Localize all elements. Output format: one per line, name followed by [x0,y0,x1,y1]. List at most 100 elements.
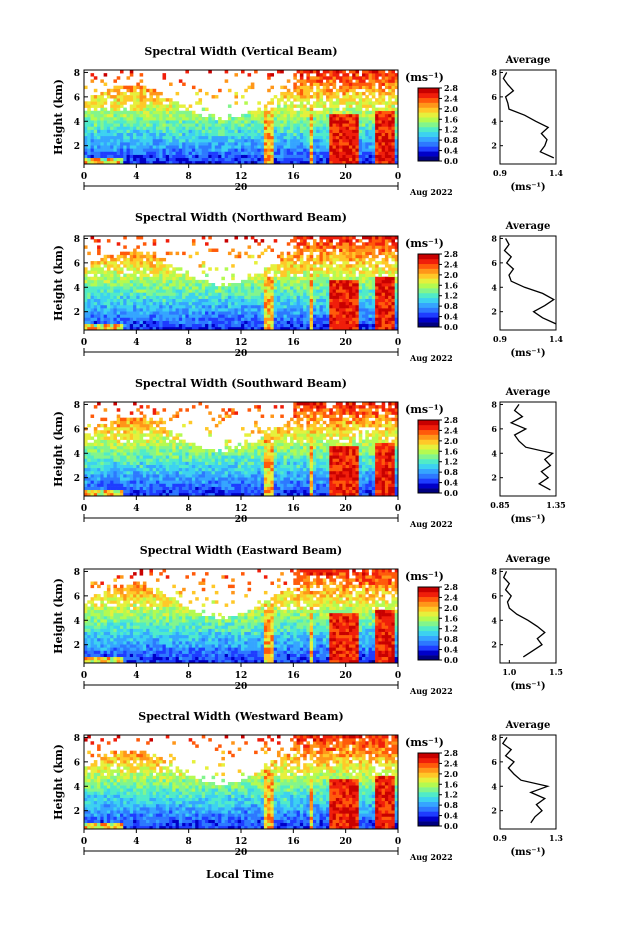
heatmap-cell [119,270,124,274]
heatmap-cell [182,298,186,303]
heatmap-cell [159,279,163,284]
heatmap-cell [293,113,297,118]
heatmap-cell [93,264,98,268]
heatmap-cell [106,151,111,155]
heatmap-cell [263,120,268,124]
heatmap-cell [188,289,193,293]
heatmap-cell [175,157,180,162]
heatmap-cell [329,261,333,265]
heatmap-cell [391,254,396,259]
heatmap-cell [175,132,180,137]
heatmap-cell [201,138,206,143]
heatmap-cell [136,480,140,484]
heatmap-cell [293,157,297,162]
heatmap-cell [352,248,356,252]
heatmap-cell [270,126,275,130]
heatmap-cell [260,123,265,127]
heatmap-cell [290,295,294,299]
heatmap-cell [306,289,310,293]
heatmap-cell [329,239,333,243]
heatmap-cell [136,95,140,99]
heatmap-cell [201,261,206,265]
heatmap-cell [106,455,111,459]
heatmap-cell [329,264,333,268]
heatmap-cell [87,104,91,108]
heatmap-cell [378,295,382,299]
heatmap-cell [303,289,307,293]
heatmap-cell [100,129,104,133]
heatmap-cell [365,148,369,152]
heatmap-cell [384,160,389,165]
colorbar-tick-label: 2.8 [444,83,458,93]
heatmap-cell [133,467,137,472]
heatmap-cell [280,157,284,162]
heatmap-cell [355,308,360,312]
heatmap-cell [234,120,239,124]
heatmap-cell [191,142,196,146]
heatmap-cell [273,267,278,271]
heatmap-cell [391,273,396,278]
heatmap-cell [332,289,337,293]
heatmap-cell [339,254,343,259]
heatmap-cell [293,326,297,331]
heatmap-cell [273,298,278,303]
heatmap-cell [139,154,144,159]
heatmap-cell [332,304,337,309]
heatmap-cell [165,317,170,321]
heatmap-cell [342,283,346,287]
heatmap-cell [303,242,307,246]
heatmap-cell [123,129,127,133]
heatmap-cell [182,151,186,155]
heatmap-cell [241,160,245,165]
colorbar-swatch [418,102,439,108]
heatmap-cell [368,98,373,102]
heatmap-cell [113,486,118,491]
heatmap-cell [191,148,196,152]
heatmap-cell [299,79,304,83]
heatmap-cell [342,107,346,112]
heatmap-cell [136,160,140,165]
heatmap-cell [97,239,101,243]
heatmap-cell [97,458,101,462]
heatmap-cell [303,298,307,303]
heatmap-cell [316,257,320,262]
heatmap-cell [116,439,121,444]
heatmap-cell [97,279,101,284]
heatmap-cell [388,320,392,325]
heatmap-cell [231,132,235,137]
heatmap-cell [381,304,386,309]
heatmap-cell [159,148,163,152]
heatmap-cell [110,264,114,268]
heatmap-cell [326,301,330,306]
heatmap-cell [273,279,278,284]
heatmap-cell [365,117,369,121]
heatmap-cell [332,254,337,259]
heatmap-cell [146,113,150,118]
heatmap-cell [257,242,261,246]
heatmap-cell [348,279,353,284]
heatmap-cell [365,142,369,146]
heatmap-cell [332,261,337,265]
heatmap-cell [100,430,104,434]
heatmap-cell [97,267,101,271]
heatmap-cell [312,311,317,315]
heatmap-cell [100,79,104,83]
heatmap-cell [375,323,379,328]
heatmap-cell [113,276,118,281]
heatmap-cell [123,461,127,465]
heatmap-cell [306,267,310,271]
heatmap-cell [159,286,163,290]
heatmap-cell [371,276,376,281]
heatmap-cell [309,248,314,252]
heatmap-cell [339,295,343,299]
heatmap-cell [273,326,278,331]
heatmap-cell [103,417,108,422]
heatmap-cell [136,477,140,481]
heatmap-cell [155,151,160,155]
heatmap-cell [178,283,183,287]
heatmap-cell [250,82,255,86]
heatmap-cell [312,126,317,130]
heatmap-cell [362,254,366,259]
heatmap-cell [375,76,379,80]
heatmap-cell [391,251,396,256]
